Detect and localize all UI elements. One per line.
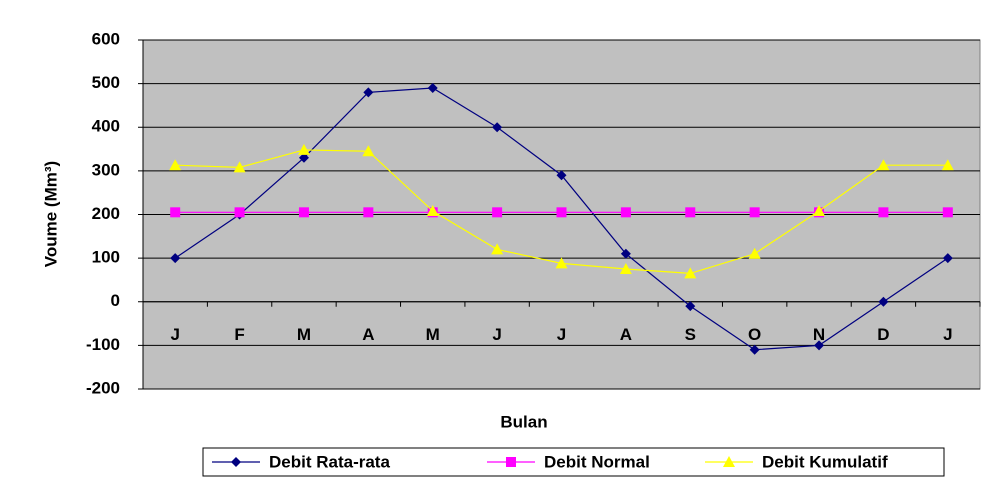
data-point (749, 344, 760, 355)
data-point (748, 247, 761, 259)
data-point (362, 145, 375, 157)
data-point (685, 207, 696, 218)
x-tick-label: N (813, 325, 825, 344)
data-point (942, 207, 953, 218)
x-tick-label: M (426, 325, 440, 344)
data-point (941, 159, 954, 171)
x-tick-label: A (362, 325, 374, 344)
data-point (297, 143, 310, 155)
data-point (813, 205, 826, 217)
y-tick-label: 0 (111, 291, 120, 310)
data-point (878, 296, 889, 307)
legend-marker (506, 457, 516, 467)
y-tick-label: -100 (86, 335, 120, 354)
x-tick-label: J (557, 325, 566, 344)
data-point (170, 253, 181, 264)
y-tick-label: 300 (92, 160, 120, 179)
data-point (363, 87, 374, 98)
legend-label: Debit Normal (544, 452, 650, 471)
data-point (877, 159, 890, 171)
data-point (620, 207, 631, 218)
legend (202, 447, 945, 477)
data-point (491, 243, 504, 255)
x-tick-label: D (877, 325, 889, 344)
legend-marker (231, 457, 241, 467)
data-point (684, 267, 697, 279)
x-tick-label: M (297, 325, 311, 344)
data-point (169, 159, 182, 171)
data-point (556, 170, 567, 181)
legend-label: Debit Kumulatif (762, 452, 888, 471)
x-axis-title: Bulan (500, 412, 547, 431)
x-tick-label: F (234, 325, 244, 344)
legend-marker (723, 456, 735, 467)
data-point (427, 82, 438, 93)
data-point (814, 340, 825, 351)
x-tick-label: J (492, 325, 501, 344)
data-point (298, 207, 309, 218)
data-point (170, 207, 181, 218)
y-tick-label: 600 (92, 29, 120, 48)
x-tick-label: J (943, 325, 952, 344)
data-point (619, 263, 632, 275)
data-point (234, 207, 245, 218)
data-point (749, 207, 760, 218)
y-tick-label: -200 (86, 378, 120, 397)
y-tick-label: 200 (92, 204, 120, 223)
data-point (233, 161, 246, 173)
y-tick-label: 400 (92, 117, 120, 136)
x-tick-label: O (748, 325, 761, 344)
y-tick-label: 100 (92, 248, 120, 267)
x-tick-label: A (620, 325, 632, 344)
data-point (620, 248, 631, 259)
data-point (685, 301, 696, 312)
legend-label: Debit Rata-rata (269, 452, 390, 471)
data-point (878, 207, 889, 218)
y-tick-label: 500 (92, 73, 120, 92)
x-tick-label: S (685, 325, 696, 344)
data-point (492, 122, 503, 133)
data-point (556, 207, 567, 218)
data-point (942, 253, 953, 264)
data-point (492, 207, 503, 218)
x-tick-label: J (170, 325, 179, 344)
y-axis-title: Voume (Mm³) (41, 161, 60, 267)
data-point (363, 207, 374, 218)
data-point (426, 205, 439, 217)
data-point (555, 257, 568, 269)
data-point (298, 152, 309, 163)
